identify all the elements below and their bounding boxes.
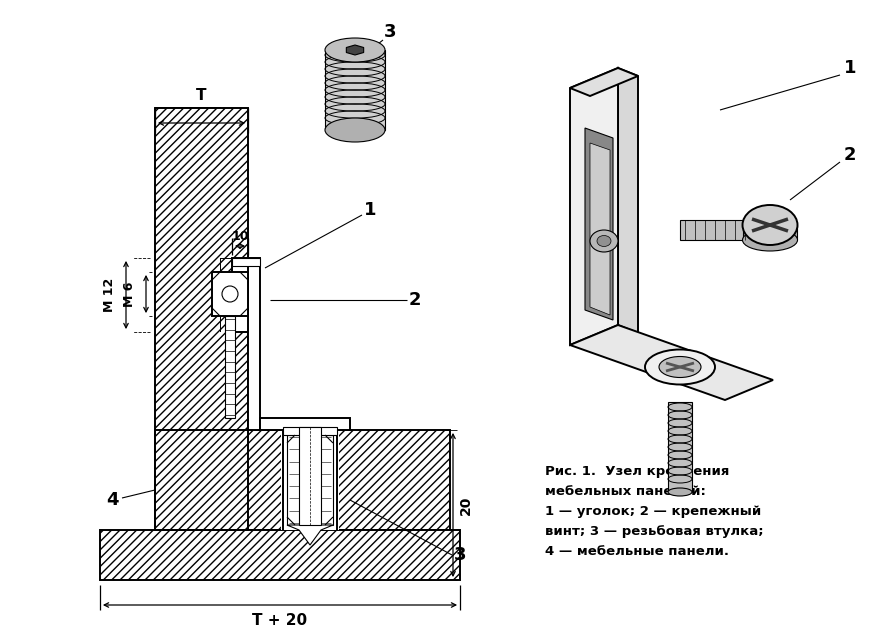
Text: 2: 2: [408, 291, 422, 309]
Polygon shape: [570, 68, 638, 96]
Text: 1 — уголок; 2 — крепежный: 1 — уголок; 2 — крепежный: [545, 505, 761, 518]
Ellipse shape: [659, 356, 701, 377]
Ellipse shape: [668, 488, 692, 496]
Ellipse shape: [325, 38, 385, 62]
Text: 3: 3: [454, 546, 466, 564]
Bar: [212, 272, 248, 316]
Ellipse shape: [590, 230, 618, 252]
Ellipse shape: [222, 286, 238, 302]
Polygon shape: [287, 525, 333, 545]
Polygon shape: [220, 332, 248, 530]
Text: 1: 1: [844, 59, 856, 77]
Bar: [260, 418, 350, 430]
Text: мебельных панелей:: мебельных панелей:: [545, 485, 706, 498]
Text: Рис. 1.  Узел крепления: Рис. 1. Узел крепления: [545, 465, 730, 478]
Text: 1: 1: [363, 201, 377, 219]
Bar: [668, 402, 692, 492]
Text: T: T: [196, 88, 207, 103]
Bar: [155, 430, 450, 530]
Ellipse shape: [325, 118, 385, 142]
Polygon shape: [570, 68, 618, 345]
Text: 2: 2: [844, 146, 856, 164]
Text: 3: 3: [384, 23, 396, 41]
Text: 20: 20: [459, 495, 473, 514]
Polygon shape: [585, 128, 613, 320]
Bar: [287, 435, 333, 525]
Text: 4 — мебельные панели.: 4 — мебельные панели.: [545, 545, 729, 558]
Ellipse shape: [743, 229, 797, 251]
Bar: [248, 258, 260, 430]
Text: T + 20: T + 20: [253, 613, 308, 628]
Bar: [743, 225, 797, 240]
Text: M 6: M 6: [123, 282, 136, 307]
Bar: [325, 50, 385, 130]
Text: винт; 3 — резьбовая втулка;: винт; 3 — резьбовая втулка;: [545, 525, 764, 538]
Bar: [232, 258, 260, 266]
Bar: [680, 220, 750, 240]
Bar: [100, 530, 460, 580]
Ellipse shape: [743, 205, 797, 245]
Polygon shape: [155, 108, 220, 530]
Text: M 12: M 12: [103, 278, 116, 312]
Polygon shape: [155, 108, 248, 530]
Text: 10: 10: [231, 230, 249, 243]
Bar: [281, 430, 339, 530]
Ellipse shape: [645, 350, 715, 385]
Bar: [232, 259, 248, 331]
Polygon shape: [570, 325, 773, 400]
Polygon shape: [618, 68, 638, 333]
Bar: [283, 427, 337, 435]
Polygon shape: [220, 108, 248, 258]
Polygon shape: [347, 45, 363, 55]
Ellipse shape: [597, 235, 611, 246]
Polygon shape: [590, 143, 610, 315]
Bar: [225, 316, 235, 418]
Text: 4: 4: [106, 491, 118, 509]
Bar: [299, 427, 321, 525]
